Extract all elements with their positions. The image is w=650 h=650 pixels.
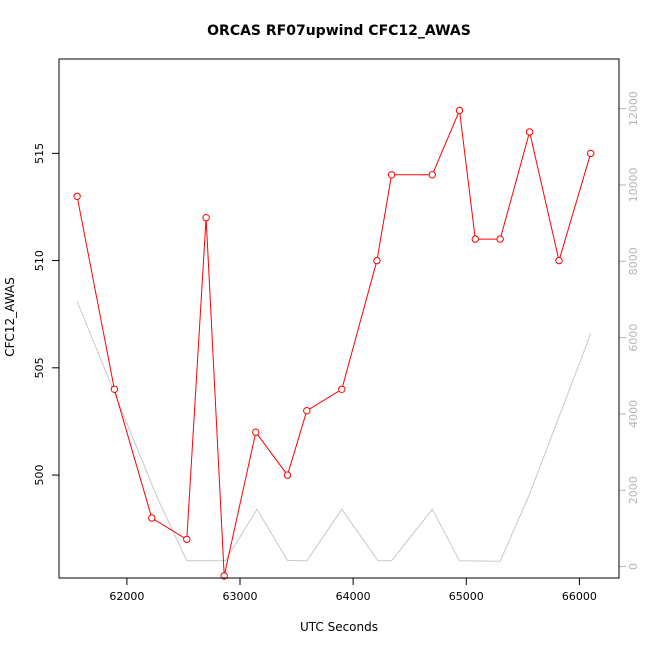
- plot-frame: [58, 58, 620, 579]
- y-right-tick-label: 12000: [627, 91, 640, 126]
- y-axis-label: CFC12_AWAS: [3, 277, 17, 357]
- data-point: [110, 385, 119, 393]
- x-tick-label: 66000: [562, 590, 597, 603]
- y-right-tick-label: 6000: [627, 324, 640, 352]
- y-right-tick-label: 10000: [627, 167, 640, 202]
- y-tick-label: 500: [33, 465, 46, 486]
- y-right-tick-label: 8000: [627, 247, 640, 275]
- data-point: [183, 535, 191, 544]
- y-right-tick-label: 4000: [627, 400, 640, 428]
- series-layer: [73, 106, 595, 580]
- chart-title: ORCAS RF07upwind CFC12_AWAS: [207, 23, 471, 39]
- x-tick-label: 63000: [223, 590, 258, 603]
- x-tick-label: 65000: [449, 590, 484, 603]
- data-point: [73, 192, 81, 201]
- x-tick-label: 64000: [336, 590, 371, 603]
- right-axis-series-line: [76, 301, 592, 562]
- y-right-tick-label: 2000: [627, 476, 640, 504]
- data-point: [428, 171, 436, 179]
- data-point: [525, 128, 534, 136]
- data-point: [252, 428, 260, 436]
- y-tick-label: 515: [33, 143, 46, 164]
- data-point: [555, 256, 563, 265]
- data-point: [283, 471, 292, 479]
- axes: 62000 63000 64000 65000 66000 500 505 510 515 0 20…: [33, 91, 640, 603]
- data-point: [338, 385, 346, 393]
- y-tick-label: 505: [33, 357, 46, 378]
- data-point: [202, 214, 210, 222]
- x-tick-label: 62000: [109, 590, 144, 603]
- data-point: [471, 235, 479, 243]
- data-point: [455, 106, 464, 115]
- data-point: [496, 235, 504, 243]
- y-right-tick-label: 0: [627, 563, 640, 570]
- y-tick-label: 510: [33, 250, 46, 271]
- data-point: [387, 171, 396, 179]
- data-point: [587, 149, 595, 158]
- data-point: [303, 407, 311, 415]
- data-point: [148, 514, 156, 522]
- data-point: [373, 256, 381, 265]
- x-axis-label: UTC Seconds: [300, 620, 378, 634]
